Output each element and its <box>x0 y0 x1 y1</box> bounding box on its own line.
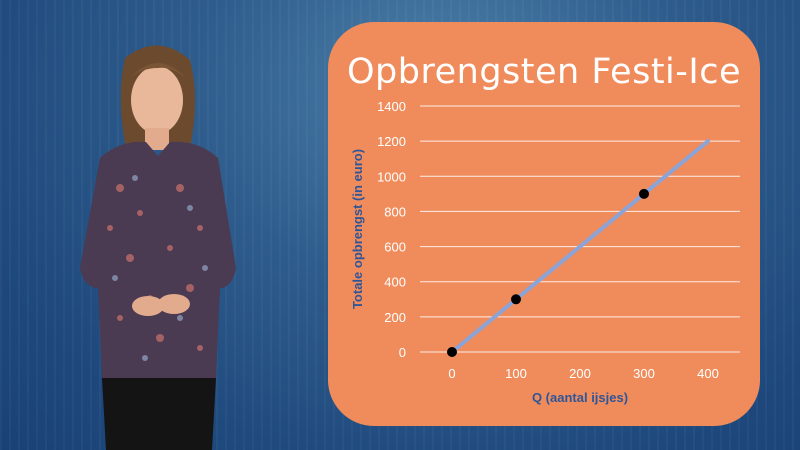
chart-title: Opbrengsten Festi-Ice <box>347 52 741 92</box>
x-tick-label: 0 <box>448 366 455 381</box>
revenue-line <box>450 139 710 354</box>
data-point <box>511 294 521 305</box>
x-tick-label: 200 <box>569 366 591 381</box>
y-tick-label: 400 <box>384 275 406 290</box>
data-point <box>447 347 457 357</box>
y-tick-label: 1400 <box>377 99 406 114</box>
y-tick-label: 800 <box>384 204 406 219</box>
y-tick-label: 1000 <box>377 169 406 184</box>
chart-svg: 0 200 400 600 800 1000 1200 1400 0 100 200 300 400 Q … <box>350 99 740 405</box>
x-tick-label: 300 <box>633 366 655 381</box>
x-tick-label: 400 <box>697 366 719 381</box>
presenter-figure <box>80 45 236 450</box>
chart-card: Opbrengsten Festi-Ice 0 200 400 600 800 1000 1… <box>328 22 760 426</box>
y-tick-label: 1200 <box>377 134 406 149</box>
y-tick-label: 200 <box>384 310 406 325</box>
y-tick-label: 0 <box>399 345 406 360</box>
x-axis-label: Q (aantal ijsjes) <box>532 390 628 405</box>
y-tick-label: 600 <box>384 240 406 255</box>
data-point <box>639 188 649 199</box>
x-tick-label: 100 <box>505 366 527 381</box>
y-axis-label: Totale opbrengst (in euro) <box>350 149 365 309</box>
